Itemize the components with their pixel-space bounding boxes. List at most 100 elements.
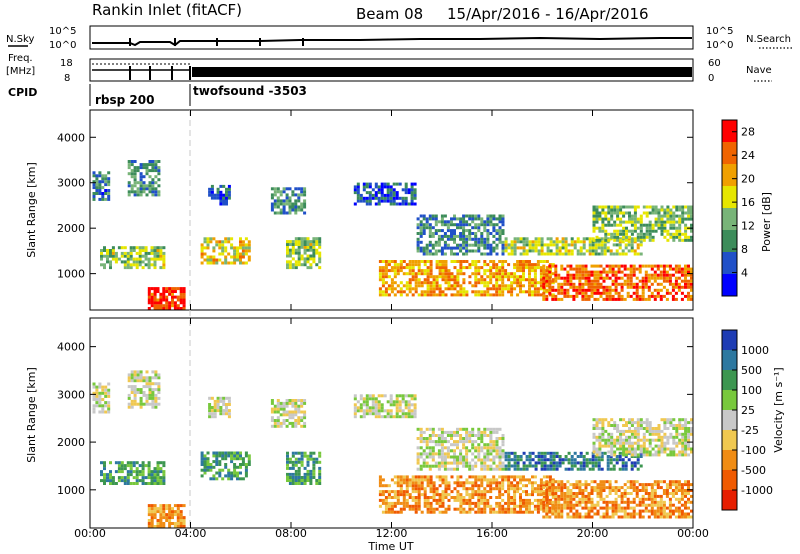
data-cell bbox=[628, 444, 631, 448]
data-cell bbox=[101, 177, 105, 181]
data-cell bbox=[200, 460, 204, 464]
data-cell bbox=[165, 295, 169, 299]
data-cell bbox=[136, 169, 140, 173]
data-cell bbox=[443, 440, 447, 444]
data-cell bbox=[666, 447, 670, 451]
data-cell bbox=[644, 503, 648, 507]
data-cell bbox=[604, 238, 608, 242]
data-cell bbox=[548, 506, 552, 510]
data-cell bbox=[151, 405, 155, 409]
data-cell bbox=[602, 515, 606, 519]
data-cell bbox=[416, 223, 420, 227]
data-cell bbox=[414, 484, 418, 488]
data-cell bbox=[123, 479, 127, 483]
data-cell bbox=[126, 266, 130, 270]
data-cell bbox=[636, 238, 640, 242]
data-cell bbox=[498, 481, 502, 485]
data-cell bbox=[362, 403, 366, 407]
data-cell bbox=[539, 478, 543, 482]
data-cell bbox=[288, 248, 292, 252]
data-cell bbox=[239, 237, 242, 241]
data-cell bbox=[139, 376, 143, 380]
data-cell bbox=[628, 421, 631, 425]
data-cell bbox=[136, 388, 140, 392]
data-cell bbox=[495, 243, 499, 247]
data-cell bbox=[545, 288, 549, 292]
data-cell bbox=[438, 272, 442, 276]
data-cell bbox=[404, 412, 408, 416]
data-cell bbox=[425, 223, 429, 227]
data-cell bbox=[622, 235, 626, 239]
data-cell bbox=[604, 217, 608, 221]
data-cell bbox=[377, 409, 381, 413]
data-cell bbox=[605, 270, 609, 274]
data-cell bbox=[171, 522, 174, 525]
data-cell bbox=[215, 243, 219, 247]
data-cell bbox=[477, 478, 481, 482]
data-cell bbox=[468, 496, 472, 499]
data-cell bbox=[129, 254, 133, 258]
data-cell bbox=[456, 269, 460, 273]
data-cell bbox=[462, 501, 466, 505]
data-cell bbox=[98, 404, 102, 408]
data-cell bbox=[300, 416, 304, 420]
data-cell bbox=[617, 515, 621, 519]
data-cell bbox=[222, 396, 226, 400]
data-cell bbox=[489, 243, 493, 247]
data-cell bbox=[465, 266, 469, 270]
data-cell bbox=[428, 232, 432, 235]
data-cell bbox=[495, 464, 499, 468]
data-cell bbox=[215, 463, 219, 466]
data-cell bbox=[492, 229, 496, 233]
data-cell bbox=[477, 490, 481, 494]
data-cell bbox=[456, 430, 459, 434]
data-cell bbox=[411, 269, 415, 273]
data-cell bbox=[489, 467, 493, 471]
data-cell bbox=[294, 457, 298, 461]
data-cell bbox=[492, 440, 496, 444]
data-cell bbox=[513, 484, 517, 488]
data-cell bbox=[384, 498, 388, 502]
data-cell bbox=[522, 498, 525, 502]
data-cell bbox=[150, 513, 154, 517]
data-cell bbox=[671, 267, 675, 271]
data-cell bbox=[489, 510, 493, 514]
data-cell bbox=[674, 264, 678, 268]
data-cell bbox=[607, 205, 611, 209]
data-cell bbox=[294, 401, 298, 405]
data-cell bbox=[410, 188, 414, 192]
data-cell bbox=[294, 460, 298, 464]
data-cell bbox=[444, 484, 448, 488]
data-cell bbox=[507, 475, 511, 479]
data-cell bbox=[495, 452, 499, 456]
data-cell bbox=[590, 515, 594, 519]
data-cell bbox=[450, 437, 453, 440]
data-cell bbox=[480, 507, 484, 511]
data-cell bbox=[456, 455, 459, 459]
data-cell bbox=[504, 275, 508, 279]
data-cell bbox=[600, 246, 604, 250]
data-cell bbox=[668, 500, 672, 504]
data-cell bbox=[581, 282, 585, 286]
data-cell bbox=[381, 498, 385, 502]
data-cell bbox=[300, 401, 304, 405]
data-cell bbox=[554, 294, 558, 298]
data-cell bbox=[555, 461, 559, 465]
data-cell bbox=[483, 478, 487, 482]
data-cell bbox=[144, 251, 148, 255]
data-cell bbox=[560, 483, 564, 487]
data-cell bbox=[495, 467, 499, 471]
data-cell bbox=[687, 294, 690, 298]
data-cell bbox=[654, 450, 658, 454]
data-cell bbox=[153, 307, 157, 310]
data-cell bbox=[662, 500, 666, 504]
data-cell bbox=[598, 217, 602, 221]
data-cell bbox=[632, 515, 636, 519]
data-cell bbox=[405, 501, 409, 505]
data-cell bbox=[594, 461, 598, 465]
data-cell bbox=[614, 503, 618, 507]
data-cell bbox=[399, 481, 403, 485]
data-cell bbox=[507, 278, 511, 282]
data-cell bbox=[405, 490, 409, 494]
